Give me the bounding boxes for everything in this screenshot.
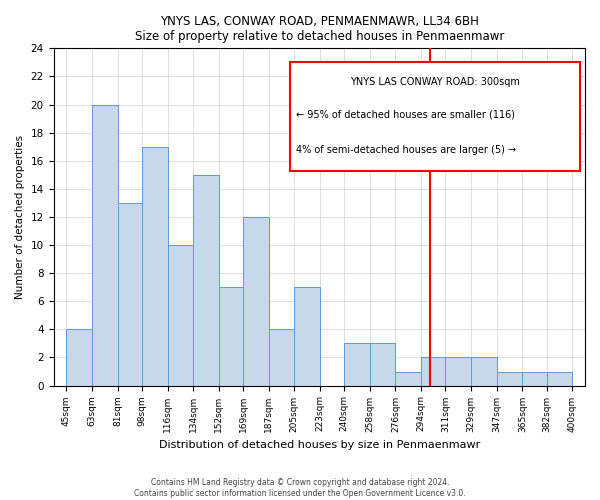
Bar	[471, 358, 497, 386]
Bar	[142, 146, 167, 386]
Bar	[370, 344, 395, 386]
Bar	[92, 104, 118, 386]
Bar	[269, 330, 295, 386]
Bar	[67, 330, 92, 386]
Bar	[445, 358, 471, 386]
Text: 4% of semi-detached houses are larger (5) →: 4% of semi-detached houses are larger (5…	[296, 144, 517, 154]
Bar	[547, 372, 572, 386]
Text: ← 95% of detached houses are smaller (116): ← 95% of detached houses are smaller (11…	[296, 110, 515, 120]
Title: YNYS LAS, CONWAY ROAD, PENMAENMAWR, LL34 6BH
Size of property relative to detach: YNYS LAS, CONWAY ROAD, PENMAENMAWR, LL34…	[134, 15, 504, 43]
Bar	[395, 372, 421, 386]
Bar	[193, 175, 219, 386]
FancyBboxPatch shape	[290, 62, 580, 172]
Bar	[219, 287, 243, 386]
Bar	[421, 358, 445, 386]
Bar	[344, 344, 370, 386]
Bar	[167, 245, 193, 386]
Bar	[497, 372, 523, 386]
Text: Contains HM Land Registry data © Crown copyright and database right 2024.
Contai: Contains HM Land Registry data © Crown c…	[134, 478, 466, 498]
Y-axis label: Number of detached properties: Number of detached properties	[15, 135, 25, 299]
Bar	[295, 287, 320, 386]
Bar	[243, 217, 269, 386]
Bar	[523, 372, 547, 386]
Bar	[118, 203, 142, 386]
X-axis label: Distribution of detached houses by size in Penmaenmawr: Distribution of detached houses by size …	[158, 440, 480, 450]
Text: YNYS LAS CONWAY ROAD: 300sqm: YNYS LAS CONWAY ROAD: 300sqm	[350, 77, 520, 87]
